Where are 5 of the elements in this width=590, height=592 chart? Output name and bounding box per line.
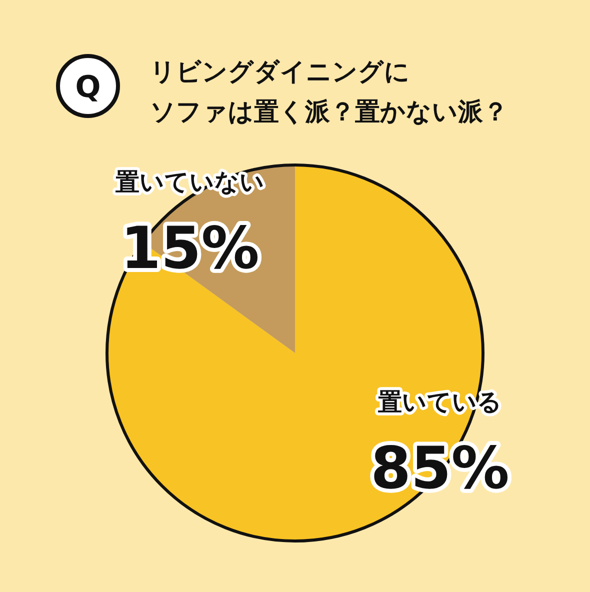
text: Q [75,70,101,105]
data-label: 85% [370,434,510,502]
slice-label: 置いている [377,388,502,416]
chart-title: リビングダイニングに [150,57,410,86]
chart-subtitle: ソファは置く派？置かない派？ [150,97,508,126]
